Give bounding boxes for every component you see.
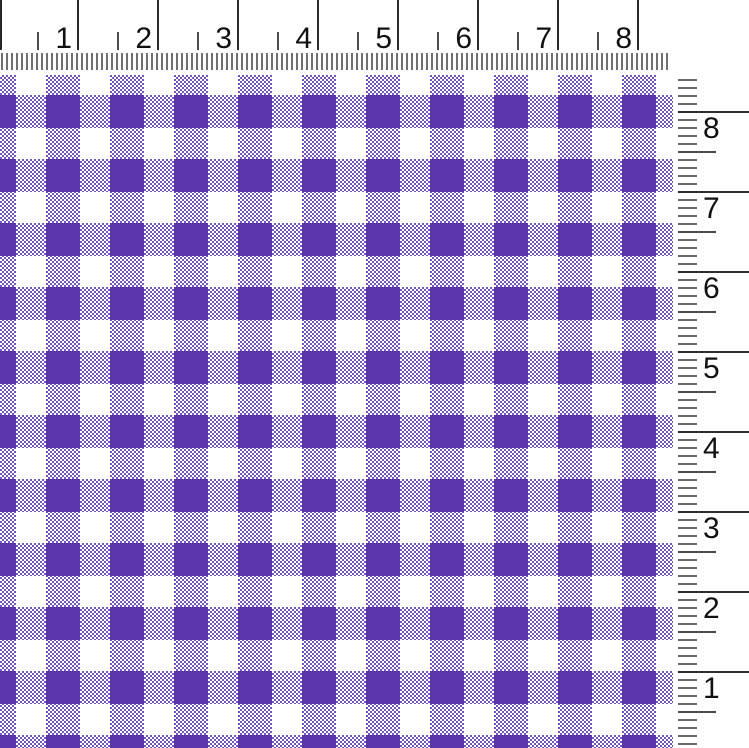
right-ruler: 8 7 6 5 4 3 2 1	[678, 79, 749, 745]
top-ruler-labels: 1 2 3 4 5 6 7 8	[55, 22, 632, 55]
right-ruler-label: 2	[703, 592, 720, 625]
gingham-swatch	[0, 75, 673, 748]
top-ruler-label: 4	[295, 22, 312, 55]
right-ruler-label: 7	[703, 192, 720, 225]
top-ruler-label: 3	[215, 22, 232, 55]
top-ruler-ticks	[0, 0, 668, 70]
right-ruler-label: 1	[703, 672, 720, 705]
top-ruler-label: 6	[455, 22, 472, 55]
top-ruler-label: 8	[615, 22, 632, 55]
top-ruler-label: 5	[375, 22, 392, 55]
right-ruler-ticks	[678, 79, 749, 745]
right-ruler-label: 5	[703, 352, 720, 385]
top-ruler: 1 2 3 4 5 6 7 8	[0, 0, 668, 70]
right-ruler-label: 3	[703, 512, 720, 545]
right-ruler-label: 8	[703, 112, 720, 145]
right-ruler-labels: 8 7 6 5 4 3 2 1	[703, 112, 720, 705]
top-ruler-label: 2	[135, 22, 152, 55]
top-ruler-label: 7	[535, 22, 552, 55]
top-ruler-label: 1	[55, 22, 72, 55]
right-ruler-label: 6	[703, 272, 720, 305]
right-ruler-label: 4	[703, 432, 720, 465]
